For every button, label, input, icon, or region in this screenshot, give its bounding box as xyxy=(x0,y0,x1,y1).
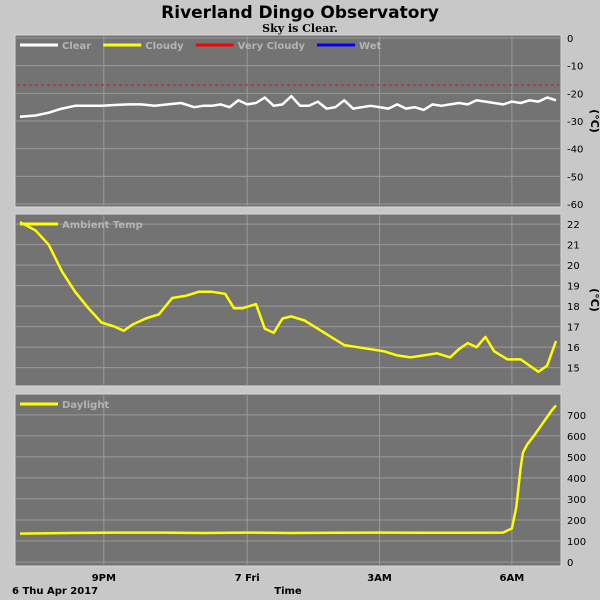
x-axis: 9PM 7 Fri 3AM 6AM xyxy=(92,573,525,584)
series-line-ambient-temp xyxy=(19,220,558,374)
y-tick-label: 0 xyxy=(567,34,573,45)
x-axis-title: Time xyxy=(274,586,302,597)
y-tick-label: 20 xyxy=(567,261,580,272)
chart-panel-1: 0 -10 -20 -30 -40 -50 -60 (°C) Clear Cloudy Very C… xyxy=(14,34,600,211)
page-title: Riverland Dingo Observatory xyxy=(161,3,439,23)
y-tick-label: 400 xyxy=(567,474,586,485)
chart-panel-2: 15 16 17 18 19 20 21 22 (°C) Ambient Temp xyxy=(14,213,600,387)
y-tick-label: 0 xyxy=(567,558,573,569)
series-line-daylight xyxy=(19,404,557,535)
y-tick-label: 17 xyxy=(567,323,580,334)
y-tick-label: -30 xyxy=(567,117,583,128)
y-tick-label: -10 xyxy=(567,62,583,73)
legend-label: Daylight xyxy=(62,400,109,411)
y-tick-label: -50 xyxy=(567,172,583,183)
y-tick-label: 300 xyxy=(567,495,586,506)
y-tick-label: 600 xyxy=(567,432,586,443)
y-tick-label: 700 xyxy=(567,411,586,422)
x-tick-label: 7 Fri xyxy=(235,573,260,584)
y-tick-label: 500 xyxy=(567,453,586,464)
y-tick-label: 21 xyxy=(567,241,580,252)
chart-panel-3: 0 100 200 300 400 500 600 700 Daylight xyxy=(14,393,586,569)
x-tick-label: 9PM xyxy=(92,573,116,584)
page-subtitle: Sky is Clear. xyxy=(262,22,338,35)
date-label: 6 Thu Apr 2017 xyxy=(12,586,98,597)
y-unit-label: (°C) xyxy=(588,288,600,312)
y-tick-label: -40 xyxy=(567,145,583,156)
x-tick-label: 3AM xyxy=(367,573,392,584)
plot-area xyxy=(14,213,562,387)
y-tick-label: -20 xyxy=(567,89,583,100)
x-tick-label: 6AM xyxy=(500,573,525,584)
legend-label: Clear xyxy=(62,41,91,52)
y-unit-label: (°C) xyxy=(588,109,600,133)
y-tick-label: 200 xyxy=(567,516,586,527)
y-tick-label: 19 xyxy=(567,282,580,293)
y-tick-label: 16 xyxy=(567,343,580,354)
chart-panels: 0 -10 -20 -30 -40 -50 -60 (°C) Clear Cloudy Very C… xyxy=(14,34,600,569)
series-line-clear xyxy=(19,94,557,119)
y-tick-label: 15 xyxy=(567,364,580,375)
legend-label: Wet xyxy=(359,41,381,52)
y-tick-label: 100 xyxy=(567,537,586,548)
plot-area xyxy=(14,393,562,567)
legend-label: Cloudy xyxy=(145,41,184,52)
legend-label: Very Cloudy xyxy=(238,41,306,52)
legend-label: Ambient Temp xyxy=(62,220,143,231)
y-tick-label: 18 xyxy=(567,302,580,313)
y-tick-label: -60 xyxy=(567,200,583,211)
y-tick-label: 22 xyxy=(567,220,580,231)
